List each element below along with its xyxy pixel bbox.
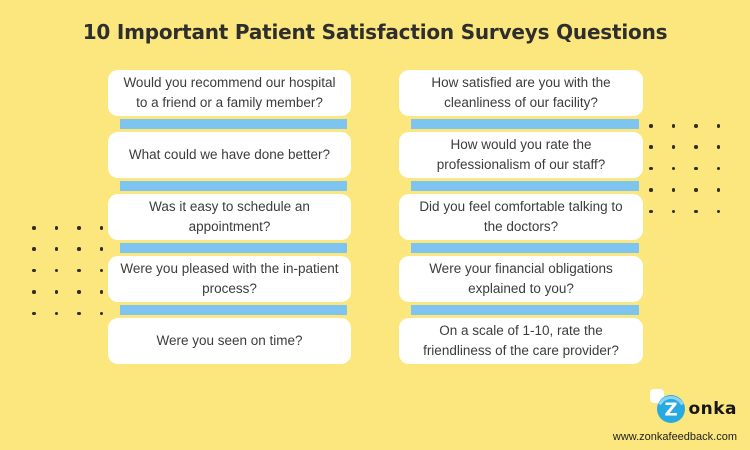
question-column-left: Would you recommend our hospital to a fr… xyxy=(108,70,351,367)
dot xyxy=(694,166,698,171)
question-card: How satisfied are you with the cleanline… xyxy=(399,70,643,116)
question-text: How would you rate the professionalism o… xyxy=(436,137,606,172)
accent-bar xyxy=(120,305,347,315)
dot xyxy=(649,188,653,192)
dot xyxy=(77,290,81,294)
dot xyxy=(54,226,59,230)
dot xyxy=(32,247,36,251)
dot xyxy=(671,166,676,171)
dot xyxy=(77,311,81,316)
dot xyxy=(716,145,721,149)
question-card: Would you recommend our hospital to a fr… xyxy=(108,70,351,116)
dot xyxy=(77,268,81,273)
accent-bar xyxy=(411,181,639,191)
dot xyxy=(694,209,698,214)
question-card: Did you feel comfortable talking to the … xyxy=(399,194,643,240)
zonka-logo-icon: Z xyxy=(657,395,686,423)
question-card: Were you pleased with the in-patient pro… xyxy=(108,256,351,302)
dot xyxy=(99,290,104,294)
dot xyxy=(99,247,104,251)
question-card: On a scale of 1-10, rate the friendlines… xyxy=(399,318,643,364)
zonka-logo: Z onka xyxy=(650,389,737,424)
accent-bar xyxy=(411,119,639,129)
dot xyxy=(716,166,721,171)
dot-grid-left xyxy=(32,226,122,333)
dot xyxy=(54,247,59,251)
accent-bar xyxy=(120,181,347,191)
question-text: Were you seen on time? xyxy=(156,333,303,349)
question-card: Were you seen on time? xyxy=(108,318,351,364)
dot xyxy=(671,124,676,128)
dot xyxy=(649,166,653,171)
dot xyxy=(99,311,104,316)
dot-grid-right xyxy=(649,124,739,231)
dot xyxy=(77,247,81,251)
question-text: Would you recommend our hospital to a fr… xyxy=(123,75,336,110)
question-card: How would you rate the professionalism o… xyxy=(399,132,643,178)
dot xyxy=(32,226,36,230)
dot xyxy=(32,290,36,294)
dot xyxy=(54,290,59,294)
dot xyxy=(99,226,104,230)
dot xyxy=(671,209,676,214)
dot xyxy=(54,268,59,273)
dot xyxy=(716,209,721,214)
question-card: What could we have done better? xyxy=(108,132,351,178)
accent-bar xyxy=(120,119,347,129)
accent-bar xyxy=(411,305,639,315)
dot xyxy=(77,226,81,230)
logo-wordmark: onka xyxy=(688,399,737,419)
question-card: Was it easy to schedule an appointment? xyxy=(108,194,351,240)
dot xyxy=(54,311,59,316)
dot xyxy=(694,124,698,128)
brand-footer: Z onka www.zonkafeedback.com xyxy=(612,389,737,443)
dot xyxy=(649,209,653,214)
dot xyxy=(694,188,698,192)
dot xyxy=(32,268,36,273)
question-text: What could we have done better? xyxy=(128,147,331,163)
dot xyxy=(99,268,104,273)
dot xyxy=(649,145,653,149)
logo-chip xyxy=(650,389,665,403)
question-text: Did you feel comfortable talking to the … xyxy=(419,199,623,234)
question-text: Were your financial obligations explaine… xyxy=(429,261,613,296)
page-title: 10 Important Patient Satisfaction Survey… xyxy=(82,20,668,44)
question-text: On a scale of 1-10, rate the friendlines… xyxy=(423,323,619,358)
dot xyxy=(716,188,721,192)
dot xyxy=(716,124,721,128)
website-url: www.zonkafeedback.com xyxy=(612,431,737,443)
dot xyxy=(32,311,36,316)
dot xyxy=(649,124,653,128)
dot xyxy=(694,145,698,149)
question-text: Were you pleased with the in-patient pro… xyxy=(120,261,339,296)
dot xyxy=(671,188,676,192)
accent-bar xyxy=(120,243,347,253)
question-column-right: How satisfied are you with the cleanline… xyxy=(399,70,643,367)
question-text: How satisfied are you with the cleanline… xyxy=(431,75,611,110)
svg-text:Z: Z xyxy=(665,400,678,421)
accent-bar xyxy=(411,243,639,253)
dot xyxy=(671,145,676,149)
question-text: Was it easy to schedule an appointment? xyxy=(149,199,310,234)
question-card: Were your financial obligations explaine… xyxy=(399,256,643,302)
